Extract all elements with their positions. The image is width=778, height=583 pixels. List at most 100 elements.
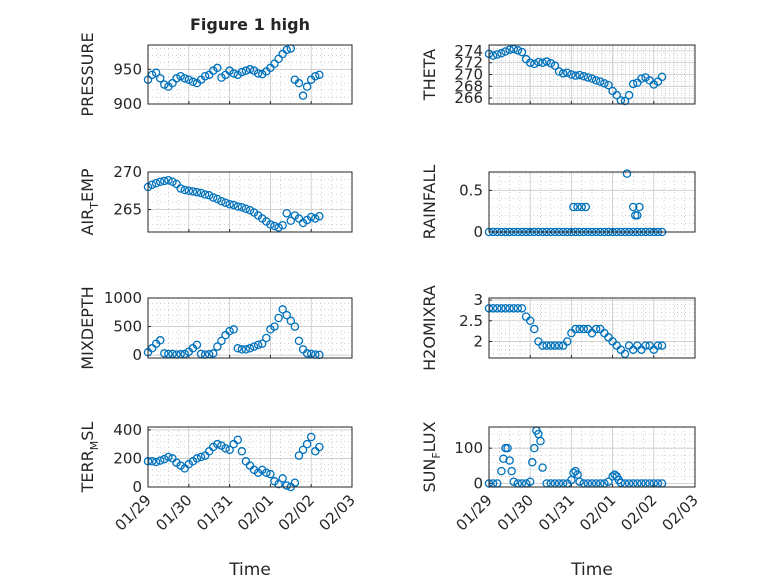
ylabel-rest: SL [78,422,97,441]
data-point [180,74,189,83]
ylabel-rest: EMP [78,168,97,202]
data-point [237,67,247,77]
data-point [176,184,185,193]
y-tick-label: 265 [113,201,142,219]
subplot-4: 0 0.5 RAINFALL [420,165,696,241]
data-point [155,177,165,186]
data-point [188,187,198,196]
data-point [217,196,226,206]
data-point [554,67,564,76]
data-point [155,74,165,83]
y-tick-label: 400 [113,421,142,439]
data-point [172,74,181,83]
plot-area [489,427,695,487]
data-point [497,466,506,476]
data-point [184,186,194,195]
ylabel: TERRMSL [78,422,101,494]
y-tick-label: 900 [113,95,142,113]
data-point [577,202,586,212]
data-point [151,178,161,188]
data-point [266,220,275,229]
data-point [200,71,210,81]
data-point [554,341,564,350]
data-point [579,72,589,81]
data-point [241,204,251,213]
data-point [257,339,267,348]
plot-area [489,172,695,232]
data-point [315,211,324,221]
plot-area [148,298,352,358]
data-point [507,466,516,476]
data-point [270,59,279,68]
data-point [274,223,283,232]
data-point [542,341,551,350]
data-point [657,72,667,82]
subplot-1: 900 950 PRESSURE [78,32,353,117]
data-point [530,443,539,453]
data-point [160,349,169,358]
data-point [196,452,206,462]
data-point [563,337,572,346]
data-point [213,342,222,351]
y-tick-label: 3 [473,291,483,309]
data-point [204,190,214,200]
y-tick-label: 0.5 [459,181,483,199]
data-point [274,54,283,64]
y-tick-label: 274 [454,42,483,60]
data-point [221,198,230,207]
data-point [266,469,275,479]
data-point [160,454,169,464]
data-point [274,313,283,323]
data-point [497,49,506,58]
data-point [525,58,535,67]
data-point [575,70,584,80]
subplot-3: 265 270 AIRTEMP [78,163,353,236]
data-point [608,472,617,481]
data-point [180,185,189,195]
data-point [571,324,580,334]
data-point [657,341,667,350]
data-point [282,310,291,320]
data-point [160,80,169,89]
y-tick-label: 2.5 [459,312,483,330]
data-point [653,77,663,86]
data-point [229,200,238,210]
data-point [233,202,243,211]
data-point [209,193,218,202]
data-point [525,477,535,486]
data-point [501,304,510,313]
data-point [200,190,210,199]
data-point [581,202,591,212]
data-point [488,304,498,313]
subplot-8: 0 100 SUNFLUX 01/2901/3001/3102/0102/0202/0… [420,421,702,580]
axes-box [147,44,353,105]
data-point [306,432,316,442]
data-point [245,65,255,74]
data-point [209,349,218,358]
x-tick-label: 02/02 [617,491,660,534]
ylabel-subscript: F [430,452,443,458]
ylabel: THETA [420,49,439,101]
data-point [176,71,185,81]
data-point [550,341,560,350]
y-tick-label: 272 [454,54,483,72]
data-point [225,445,234,455]
ylabel-rest: LUX [420,421,439,452]
data-point [221,444,230,453]
x-tick-label: 02/01 [234,491,277,534]
data-point [164,452,173,462]
y-tick-label: 1000 [104,289,142,307]
y-tick-label: 100 [454,439,483,457]
data-point [237,345,247,354]
data-point [225,326,234,336]
data-point [298,445,308,455]
ylabel: AIRTEMP [78,168,101,235]
figure-title: Figure 1 high [190,15,310,34]
data-point [579,324,589,334]
axes-box [488,44,696,105]
data-point [298,91,308,100]
data-point [620,349,630,359]
data-point [587,74,597,83]
data-point [192,454,202,463]
